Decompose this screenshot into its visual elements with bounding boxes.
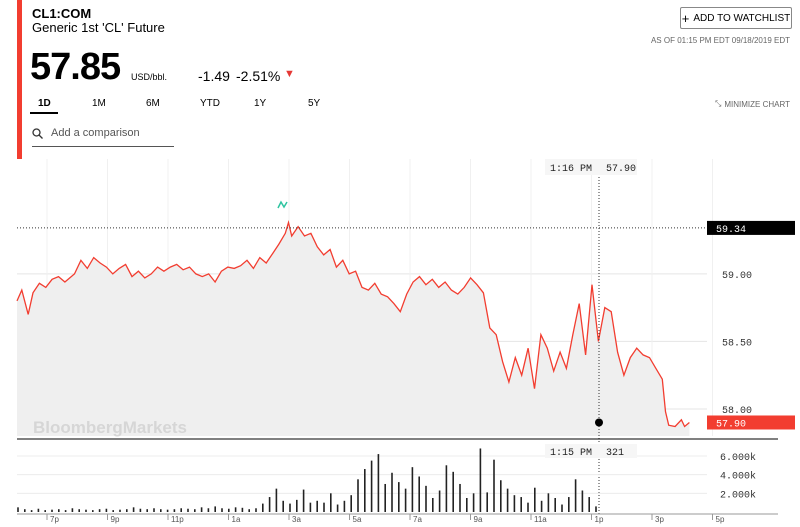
volume-panel: 2.000k 4.000k 6.000k 1:15 PM 321 <box>17 444 756 512</box>
price-change-pct: -2.51% <box>236 68 281 84</box>
comparison-search[interactable]: Add a comparison <box>32 120 174 147</box>
timeframe-tabs: 1D 1M 6M YTD 1Y 5Y <box>30 98 354 114</box>
minimize-icon: ⤡ <box>714 99 722 108</box>
minimize-label: MINIMIZE CHART <box>724 99 790 109</box>
tab-1y[interactable]: 1Y <box>254 98 267 109</box>
tab-5y[interactable]: 5Y <box>308 98 321 109</box>
x-tick-label: 11p <box>171 515 184 524</box>
volume-tick-label: 6.000k <box>720 452 756 464</box>
comparison-placeholder: Add a comparison <box>51 127 140 139</box>
price-tick-label: 59.00 <box>722 271 752 282</box>
minimize-chart-button[interactable]: ⤡ MINIMIZE CHART <box>715 99 790 109</box>
price-value: 57.85 <box>30 46 121 88</box>
add-to-watchlist-button[interactable]: + ADD TO WATCHLIST <box>680 7 792 29</box>
volume-tick-label: 2.000k <box>720 489 756 501</box>
volume-tick-label: 4.000k <box>720 471 756 483</box>
last-price-label-bg <box>707 415 795 430</box>
x-axis: 7p 9p 11p 1a 3a 5a 7a 9a 11a 1p 3p 5p <box>17 513 778 524</box>
plus-icon: + <box>681 10 690 26</box>
x-tick-label: 3a <box>292 515 301 524</box>
watermark: BloombergMarkets <box>33 418 187 437</box>
price-unit: USD/bbl. <box>131 72 168 82</box>
x-tick-label: 3p <box>655 515 664 524</box>
crosshair-label-bg <box>545 159 637 175</box>
x-tick-label: 5a <box>353 515 362 524</box>
price-chart[interactable]: 58.00 58.50 59.00 59.34 1:16 PM 57.90 57.90 Blo… <box>0 150 800 527</box>
last-price-dot <box>595 418 603 427</box>
accent-bar <box>17 0 22 276</box>
volume-crosshair-value: 321 <box>606 448 624 459</box>
price-line <box>16 219 690 428</box>
x-tick-label: 9p <box>111 515 120 524</box>
price-tick-label: 58.50 <box>722 338 752 349</box>
down-arrow-icon: ▼ <box>284 68 295 80</box>
tab-ytd[interactable]: YTD <box>200 98 220 109</box>
tab-1d[interactable]: 1D <box>30 98 58 114</box>
crosshair-time: 1:16 PM <box>550 164 592 175</box>
x-tick-label: 1a <box>232 515 241 524</box>
x-tick-label: 11a <box>534 515 547 524</box>
watchlist-label: ADD TO WATCHLIST <box>693 12 791 24</box>
x-tick-label: 9a <box>474 515 483 524</box>
last-price-label: 57.90 <box>716 419 746 430</box>
volume-crosshair-time: 1:15 PM <box>550 448 592 459</box>
x-tick-label: 1p <box>595 515 604 524</box>
tab-6m[interactable]: 6M <box>146 98 160 109</box>
ticker-symbol: CL1:COM <box>32 6 92 21</box>
price-area <box>17 222 690 436</box>
price-tick-label: 58.00 <box>722 406 752 417</box>
price-panel: 58.00 58.50 59.00 59.34 1:16 PM 57.90 57.90 Blo… <box>16 159 795 515</box>
x-tick-label: 7a <box>413 515 422 524</box>
search-icon <box>32 127 43 139</box>
reference-label-bg <box>707 220 795 235</box>
as-of-timestamp: AS OF 01:15 PM EDT 09/18/2019 EDT <box>650 36 790 45</box>
volume-crosshair-bg <box>545 444 637 458</box>
x-tick-label: 5p <box>716 515 725 524</box>
x-tick-label: 7p <box>50 515 59 524</box>
tab-1m[interactable]: 1M <box>92 98 106 109</box>
price-change: -1.49 <box>198 68 230 84</box>
instrument-name: Generic 1st 'CL' Future <box>32 20 165 35</box>
peak-marker <box>277 200 288 209</box>
reference-label: 59.34 <box>716 225 746 236</box>
crosshair-value: 57.90 <box>606 164 636 175</box>
